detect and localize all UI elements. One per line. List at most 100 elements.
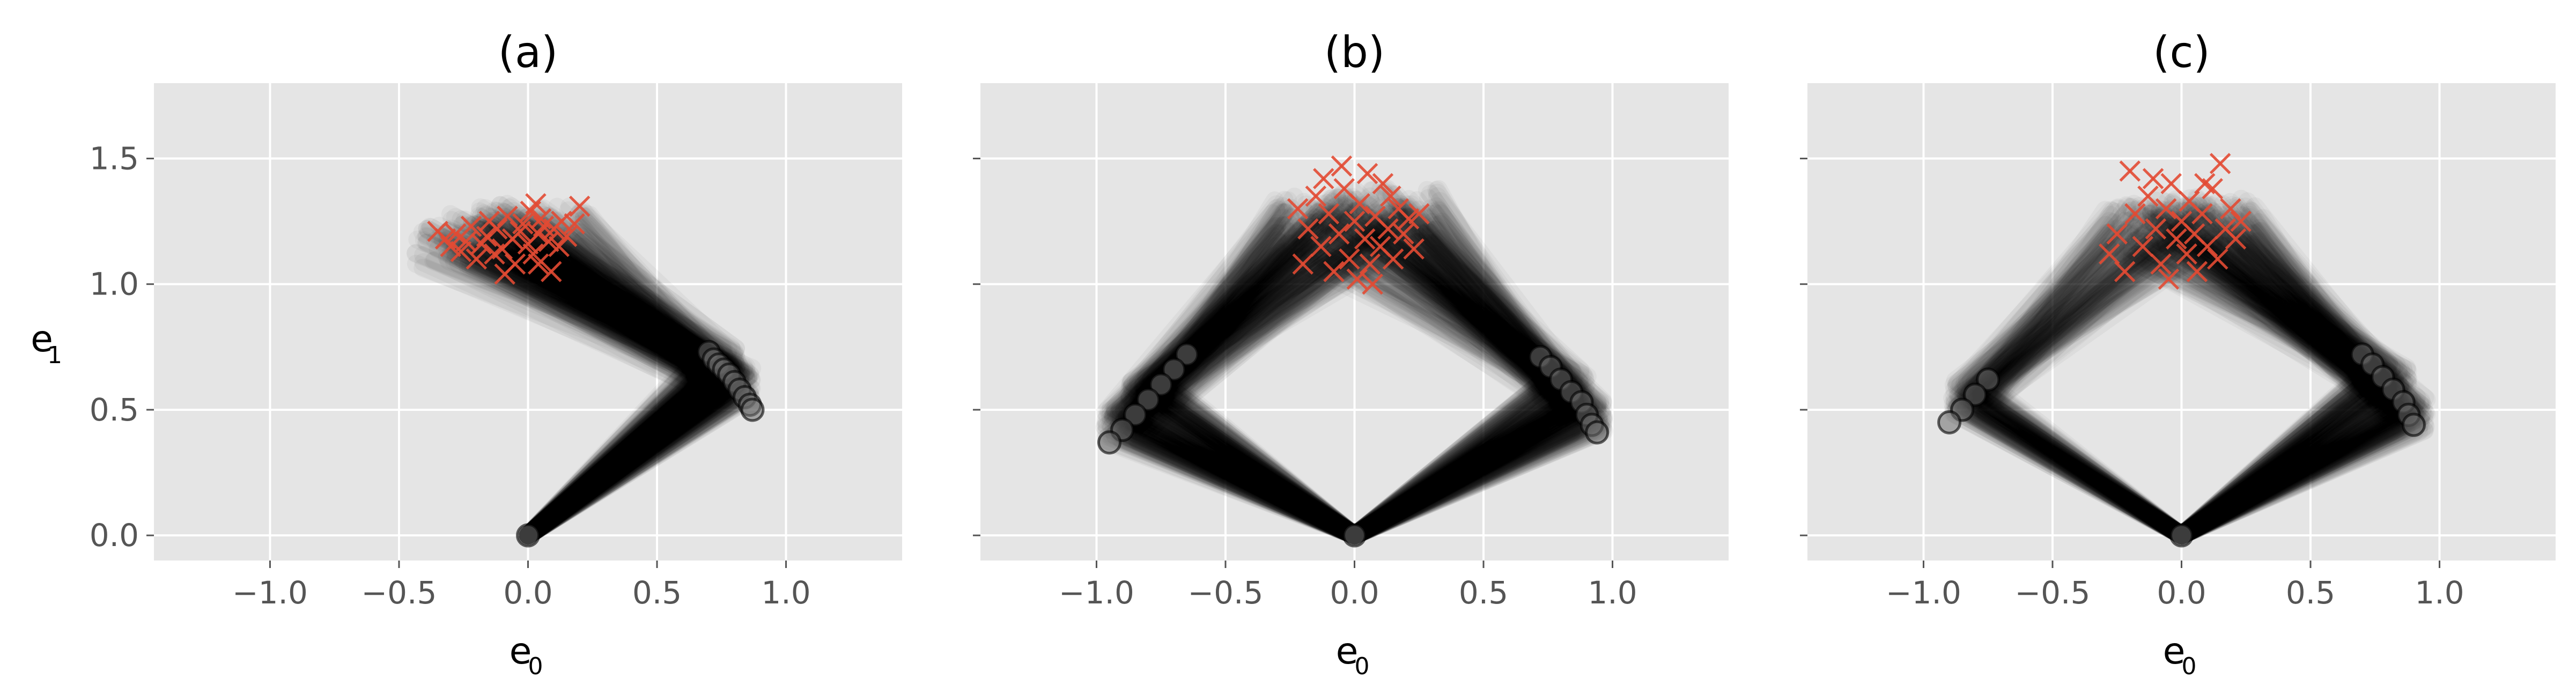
target-marker	[1297, 218, 1319, 240]
joint-marker	[2401, 412, 2426, 437]
x-tick-label: 0.0	[2157, 574, 2206, 611]
target-marker	[2194, 173, 2216, 195]
target-marker	[440, 235, 461, 257]
target-marker	[1339, 248, 1360, 270]
target-marker	[466, 248, 488, 270]
x-axis-label-subscript: 0	[528, 653, 543, 680]
target-marker	[2132, 235, 2154, 257]
x-tick-label: 0.0	[503, 574, 552, 611]
joint-marker	[1585, 420, 1610, 445]
target-marker	[2119, 160, 2141, 182]
x-axis-label: e	[510, 630, 532, 673]
target-marker	[1356, 163, 1378, 185]
joint-marker	[516, 523, 540, 548]
joint-marker	[1175, 342, 1199, 367]
target-marker	[2124, 203, 2146, 225]
chart-title: (b)	[1324, 27, 1385, 77]
x-axis-label: e	[1336, 630, 1359, 673]
target-marker	[2207, 248, 2228, 270]
target-marker	[2225, 228, 2247, 250]
data-layer	[1097, 155, 1610, 548]
joint-marker	[1976, 367, 2001, 392]
target-marker	[2137, 186, 2159, 207]
target-marker	[1408, 203, 1430, 225]
x-tick-label: −1.0	[1886, 574, 1961, 611]
x-tick-label: −0.5	[1188, 574, 1264, 611]
target-marker	[1380, 186, 1401, 207]
target-marker	[2106, 223, 2128, 245]
target-marker	[1403, 238, 1424, 260]
target-marker	[1398, 208, 1420, 230]
target-marker	[2155, 198, 2177, 219]
target-marker	[494, 263, 515, 285]
target-marker	[510, 220, 531, 242]
target-marker	[564, 213, 585, 235]
target-marker	[1305, 186, 1327, 207]
target-marker	[445, 223, 467, 245]
target-marker	[530, 208, 552, 230]
x-tick-label: −1.0	[232, 574, 308, 611]
x-tick-label: −0.5	[2015, 574, 2091, 611]
y-tick-label: 1.0	[90, 266, 139, 303]
target-marker	[1328, 223, 1350, 245]
target-marker	[450, 241, 472, 262]
target-marker	[2145, 218, 2167, 240]
y-axis-label-subscript: 1	[47, 342, 62, 369]
joint-marker	[1136, 387, 1161, 412]
joint-marker	[2169, 523, 2194, 548]
target-marker	[1310, 235, 1332, 257]
target-marker	[569, 195, 591, 217]
x-axis-label-subscript: 0	[2182, 653, 2197, 680]
target-marker	[497, 205, 518, 227]
x-tick-label: 1.0	[761, 574, 810, 611]
target-marker	[2230, 210, 2252, 232]
target-marker	[2150, 253, 2172, 275]
chart-title: (c)	[2153, 27, 2210, 77]
data-layer	[427, 193, 765, 548]
target-marker	[1359, 253, 1381, 275]
joint-marker	[1123, 402, 1148, 427]
target-marker	[1349, 193, 1370, 215]
x-tick-label: −1.0	[1059, 574, 1134, 611]
x-tick-label: 0.5	[632, 574, 682, 611]
x-axis-label-subscript: 0	[1355, 653, 1370, 680]
y-tick-label: 0.0	[90, 517, 139, 554]
target-marker	[1287, 198, 1309, 219]
target-marker	[1377, 218, 1399, 240]
target-marker	[2220, 198, 2241, 219]
target-marker	[2142, 168, 2164, 189]
joint-marker	[1937, 410, 1962, 434]
target-marker	[460, 216, 482, 237]
x-tick-label: −0.5	[361, 574, 437, 611]
target-marker	[1346, 268, 1368, 290]
target-marker	[538, 231, 559, 252]
target-marker	[522, 243, 544, 265]
target-marker	[556, 225, 578, 247]
joint-marker	[1162, 357, 1186, 382]
target-marker	[1323, 261, 1345, 283]
target-marker	[2099, 243, 2120, 265]
target-marker	[1313, 168, 1334, 189]
target-marker	[525, 193, 547, 215]
joint-marker	[1342, 523, 1367, 548]
x-tick-label: 0.5	[2286, 574, 2335, 611]
target-marker	[2209, 153, 2231, 174]
target-marker	[1362, 273, 1383, 295]
target-marker	[2160, 173, 2182, 195]
joint-marker	[1963, 382, 1988, 407]
target-marker	[2166, 228, 2187, 250]
target-marker	[1344, 210, 1365, 232]
x-tick-label: 0.0	[1330, 574, 1379, 611]
joint-marker	[1149, 372, 1173, 397]
data-layer	[1937, 153, 2426, 548]
target-marker	[1393, 223, 1414, 245]
x-axis-label: e	[2163, 630, 2186, 673]
y-axis-label: e	[31, 318, 53, 360]
joint-marker	[1097, 430, 1122, 455]
y-tick-label: 1.5	[90, 141, 139, 177]
target-marker	[1372, 173, 1394, 195]
target-marker	[2196, 235, 2218, 257]
target-marker	[1318, 203, 1340, 225]
